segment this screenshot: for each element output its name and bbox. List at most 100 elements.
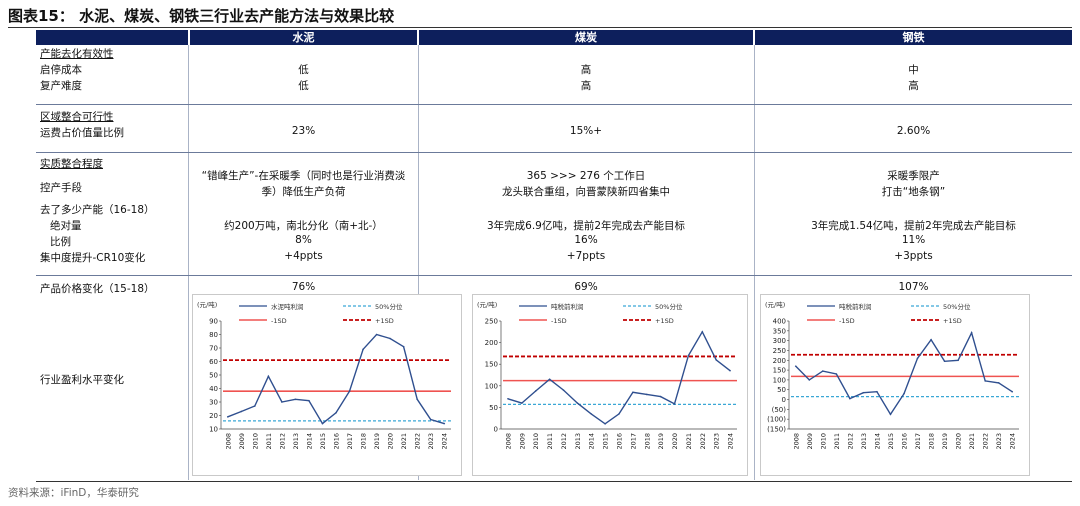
row-divider [36,104,1072,105]
steel-price-change: 107% [898,281,929,293]
row-divider [36,152,1072,153]
x-tick-label: 2015 [602,433,610,450]
x-tick-label: 2009 [238,433,246,450]
legend-label: -1SD [271,317,287,325]
legend-label: +1SD [375,317,394,325]
x-tick-label: 2022 [982,433,990,450]
profit-data-point [618,413,620,415]
steel-profit-chart: (元/吨) 吨税前利润 50%分位 -1SD +1SD (150) (100) (50) 0 50… [765,300,1019,450]
row-label-freight-ratio: 运费占价值量比例 [40,127,124,139]
steel-cr10: +3ppts [894,250,933,262]
section-capacity-effect: 产能去化有效性 [40,48,114,60]
y-tick-label: 100 [485,382,498,390]
x-tick-label: 2012 [560,433,568,450]
profit-data-point [970,331,973,334]
profit-data-point [562,389,565,391]
column-divider [418,45,419,480]
x-tick-label: 2024 [1009,433,1017,450]
steel-resume-difficulty: 高 [908,80,919,92]
y-tick-label: 90 [209,318,218,326]
cement-price-change: 76% [291,281,316,293]
coal-chart-box: (元/吨) 吨税前利润 50%分位 -1SD +1SD 0 50 100 150 200 250 20… [472,294,748,476]
profit-data-point [862,391,865,394]
section-substance: 实质整合程度 [40,158,103,170]
x-tick-label: 2019 [941,433,949,450]
profit-data-point [576,402,579,404]
x-tick-label: 2018 [643,433,651,450]
x-tick-label: 2019 [373,433,381,450]
profit-data-point [957,359,959,362]
chart-unit-label: (元/吨) [765,300,785,309]
coal-restart-cost: 高 [580,64,592,76]
profit-data-point [267,375,270,378]
y-tick-label: 400 [773,318,786,326]
cement-ratio: 8% [295,234,312,246]
y-tick-label: 40 [209,385,218,393]
profit-data-point [389,337,391,340]
x-tick-label: 2024 [727,433,735,450]
steel-restart-cost: 中 [908,64,919,76]
x-tick-label: 2017 [914,433,922,450]
source-note: 资料来源：iFinD，华泰研究 [8,487,139,499]
cement-control-line1: “错峰生产”-在采暖季（同时也是行业消费淡 [201,170,406,182]
x-tick-label: 2016 [901,433,909,450]
cement-cr10: +4ppts [284,250,323,262]
cement-control-line2: 季）降低生产负荷 [261,186,346,198]
y-tick-label: 50 [489,404,498,412]
legend-label: 50%分位 [655,302,683,311]
profit-data-point [645,393,648,396]
profit-data-point [375,333,378,336]
profit-data-point [281,401,283,403]
legend-label: 50%分位 [943,302,971,311]
cement-chart-box: (元/吨) 水泥吨利润 50%分位 -1SD +1SD 10 20 30 40 50 60 70 80 9… [192,294,462,476]
steel-freight-ratio: 2.60% [896,125,931,137]
legend-label: 50%分位 [375,302,403,311]
row-label-restart-cost: 启停成本 [40,64,82,76]
x-tick-label: 2024 [441,433,449,450]
header-coal: 煤炭 [419,30,753,45]
y-tick-label: 250 [773,347,786,355]
x-tick-label: 2023 [427,433,435,450]
column-divider [754,45,755,480]
y-tick-label: 80 [209,331,218,339]
legend-label: 吨税前利润 [551,302,584,311]
profit-data-point [659,395,662,398]
legend-label: +1SD [943,317,962,325]
profit-data-point [443,422,446,425]
profit-data-point [254,405,256,407]
x-tick-label: 2012 [846,433,854,450]
y-tick-label: 20 [209,412,218,420]
x-tick-label: 2020 [955,433,963,450]
y-tick-label: 30 [209,399,218,407]
profit-data-point [701,331,704,333]
x-tick-label: 2010 [532,433,540,450]
profit-data-point [984,380,986,382]
chart-unit-label: (元/吨) [197,300,217,309]
legend-label: -1SD [551,317,567,325]
header-steel: 钢铁 [755,30,1072,45]
profit-data-point [808,379,811,381]
table-bottom-rule [36,481,1072,482]
steel-chart-box: (元/吨) 吨税前利润 50%分位 -1SD +1SD (150) (100) (50) 0 50… [760,294,1030,476]
cement-resume-difficulty: 低 [298,80,309,92]
x-tick-label: 2013 [292,433,300,450]
y-tick-label: 150 [485,361,498,369]
legend-label: -1SD [839,317,855,325]
x-tick-label: 2010 [251,433,259,450]
profit-data-point [835,373,838,375]
x-tick-label: 2012 [278,433,286,450]
row-label-price-change: 产品价格变化（15-18） [40,283,155,295]
x-tick-label: 2008 [504,433,512,450]
y-tick-label: 150 [773,367,786,375]
x-tick-label: 2021 [400,433,408,450]
profit-data-point [849,397,851,400]
profit-data-point [308,399,310,402]
profit-data-point [534,390,537,392]
x-tick-label: 2010 [819,433,827,450]
profit-data-point [362,348,364,351]
profit-data-point [632,391,634,394]
coal-cr10: +7ppts [566,250,606,262]
y-tick-label: 50 [777,386,786,394]
profit-data-point [715,359,717,361]
y-tick-label: (150) [767,426,786,434]
